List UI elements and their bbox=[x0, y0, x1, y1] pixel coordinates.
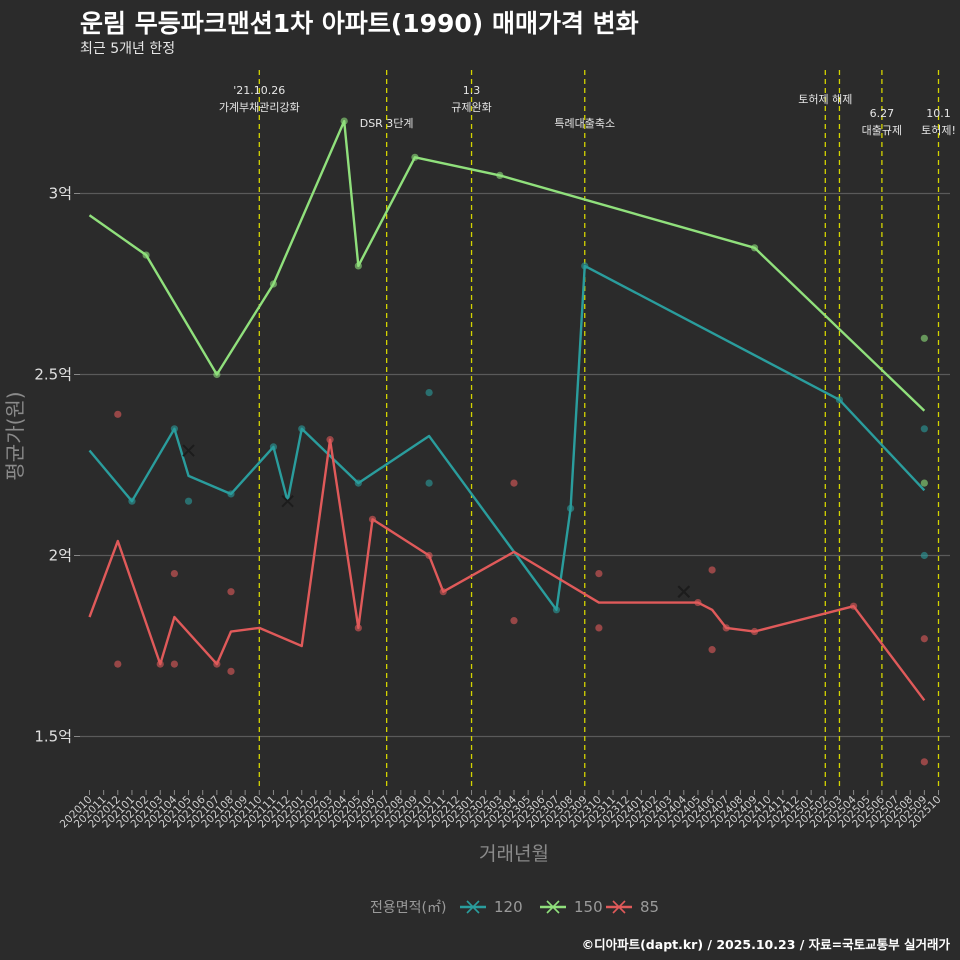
data-point-85 bbox=[326, 436, 334, 444]
data-point-85 bbox=[850, 602, 858, 610]
annotation-202502-0: 토허제 해제 bbox=[798, 92, 852, 106]
data-point-150 bbox=[340, 117, 348, 125]
annotation-202510-0: 10.1 bbox=[926, 107, 951, 120]
data-point-120 bbox=[567, 504, 575, 513]
series-line-120 bbox=[88, 264, 926, 611]
policy-event-lines bbox=[258, 70, 940, 790]
data-point-85 bbox=[368, 515, 377, 523]
data-point-85 bbox=[722, 624, 730, 632]
cross-marker-120 bbox=[281, 494, 294, 508]
x-axis-ticks: 2020102020112020122021012021022021032021… bbox=[58, 790, 944, 830]
data-point-120 bbox=[269, 443, 278, 451]
legend-title: 전용면적(㎡) bbox=[370, 900, 446, 916]
data-point-150 bbox=[750, 244, 759, 252]
annotation-202301-1: 규제완화 bbox=[451, 101, 491, 114]
annotation-202506-1: 대출규제 bbox=[862, 124, 902, 137]
data-point-120 bbox=[354, 479, 362, 487]
chart-subtitle: 최근 5개년 한정 bbox=[80, 41, 176, 57]
series-120 bbox=[88, 262, 928, 614]
data-point-85 bbox=[114, 660, 122, 668]
data-point-120 bbox=[835, 396, 844, 404]
data-point-150 bbox=[354, 262, 362, 270]
data-point-120 bbox=[227, 490, 235, 498]
legend-key-cross-85 bbox=[612, 900, 626, 914]
annotation-202510-1: 토허제! bbox=[921, 124, 956, 137]
annotation-202207-0: DSR 3단계 bbox=[360, 117, 414, 130]
data-point-85 bbox=[708, 566, 716, 574]
y-axis-ticks: 1.5억 2억 2.5억 3억 bbox=[34, 185, 80, 746]
data-point-120 bbox=[581, 262, 589, 270]
series-85 bbox=[88, 410, 928, 766]
legend-label-120: 120 bbox=[494, 898, 523, 916]
data-point-150 bbox=[213, 370, 221, 379]
data-point-85 bbox=[708, 646, 716, 654]
data-point-85 bbox=[425, 551, 433, 560]
data-point-85 bbox=[227, 667, 235, 675]
annotation-202506-0: 6.27 bbox=[870, 107, 895, 120]
data-point-85 bbox=[920, 758, 928, 766]
data-point-85 bbox=[920, 635, 928, 643]
annotation-202110-0: '21.10.26 bbox=[233, 84, 285, 97]
data-point-85 bbox=[156, 660, 164, 668]
source-caption: ©디아파트(dapt.kr) / 2025.10.23 / 자료=국토교통부 실… bbox=[581, 937, 950, 952]
data-point-85 bbox=[227, 588, 235, 596]
data-point-120 bbox=[170, 425, 178, 433]
chart-title: 운림 무등파크맨션1차 아파트(1990) 매매가격 변화 bbox=[80, 9, 639, 38]
legend-label-85: 85 bbox=[640, 898, 659, 916]
data-point-85 bbox=[595, 624, 603, 632]
legend-label-150: 150 bbox=[574, 898, 603, 916]
y-tick-label: 3억 bbox=[49, 185, 72, 203]
data-point-120 bbox=[425, 479, 433, 487]
legend-key-cross-150 bbox=[546, 900, 560, 914]
data-point-150 bbox=[496, 171, 504, 179]
x-axis-label: 거래년월 bbox=[479, 843, 549, 865]
data-point-85 bbox=[170, 660, 178, 668]
series-group bbox=[88, 117, 928, 766]
series-150 bbox=[88, 117, 928, 487]
legend: 전용면적(㎡) 120 150 85 bbox=[370, 898, 659, 916]
data-point-85 bbox=[750, 627, 759, 636]
annotation-202309-0: 특례대출축소 bbox=[554, 117, 615, 130]
grid-lines bbox=[80, 192, 950, 738]
data-point-150 bbox=[142, 251, 150, 259]
cross-marker-85 bbox=[677, 585, 691, 598]
data-point-85 bbox=[595, 570, 603, 578]
y-tick-label: 1.5억 bbox=[34, 728, 72, 746]
data-point-85 bbox=[694, 598, 702, 607]
y-tick-label: 2.5억 bbox=[34, 366, 72, 384]
data-point-120 bbox=[128, 497, 136, 505]
cross-marker-120 bbox=[182, 444, 195, 457]
y-tick-label: 2억 bbox=[49, 547, 72, 565]
data-point-150 bbox=[269, 280, 278, 288]
data-point-150 bbox=[411, 153, 419, 161]
data-point-120 bbox=[425, 389, 433, 397]
data-point-85 bbox=[354, 624, 362, 632]
series-line-150 bbox=[88, 119, 926, 412]
data-point-85 bbox=[510, 617, 518, 625]
data-point-120 bbox=[920, 425, 928, 433]
data-point-85 bbox=[170, 570, 178, 578]
data-point-85 bbox=[439, 588, 447, 596]
legend-key-cross-120 bbox=[466, 900, 480, 914]
data-point-120 bbox=[298, 425, 306, 433]
data-point-120 bbox=[184, 497, 193, 505]
data-point-85 bbox=[510, 479, 518, 487]
data-point-120 bbox=[920, 551, 928, 560]
data-point-150 bbox=[920, 334, 928, 342]
data-point-85 bbox=[114, 410, 122, 418]
data-point-120 bbox=[552, 606, 561, 614]
y-axis-label: 평균가(원) bbox=[3, 391, 27, 480]
annotation-202110-1: 가계부채관리강화 bbox=[219, 101, 300, 114]
data-point-85 bbox=[213, 660, 221, 668]
data-point-150 bbox=[920, 479, 928, 487]
annotation-202301-0: 1.3 bbox=[463, 84, 481, 97]
